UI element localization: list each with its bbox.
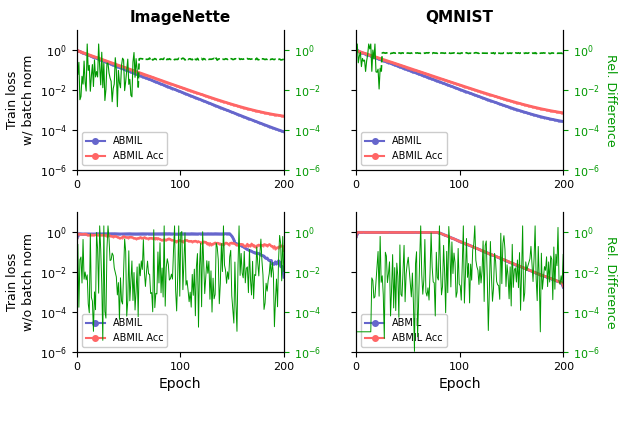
Title: ImageNette: ImageNette (130, 10, 231, 25)
Y-axis label: Rel. Difference: Rel. Difference (604, 54, 617, 146)
Legend: ABMIL, ABMIL Acc: ABMIL, ABMIL Acc (82, 133, 167, 165)
Legend: ABMIL, ABMIL Acc: ABMIL, ABMIL Acc (82, 314, 167, 347)
Title: QMNIST: QMNIST (426, 10, 493, 25)
X-axis label: Epoch: Epoch (159, 377, 202, 391)
Legend: ABMIL, ABMIL Acc: ABMIL, ABMIL Acc (361, 133, 447, 165)
Y-axis label: Train loss
w/ batch norm: Train loss w/ batch norm (6, 55, 34, 145)
X-axis label: Epoch: Epoch (438, 377, 481, 391)
Legend: ABMIL, ABMIL Acc: ABMIL, ABMIL Acc (361, 314, 447, 347)
Y-axis label: Train loss
w/o batch norm: Train loss w/o batch norm (6, 233, 34, 331)
Y-axis label: Rel. Difference: Rel. Difference (604, 236, 617, 328)
